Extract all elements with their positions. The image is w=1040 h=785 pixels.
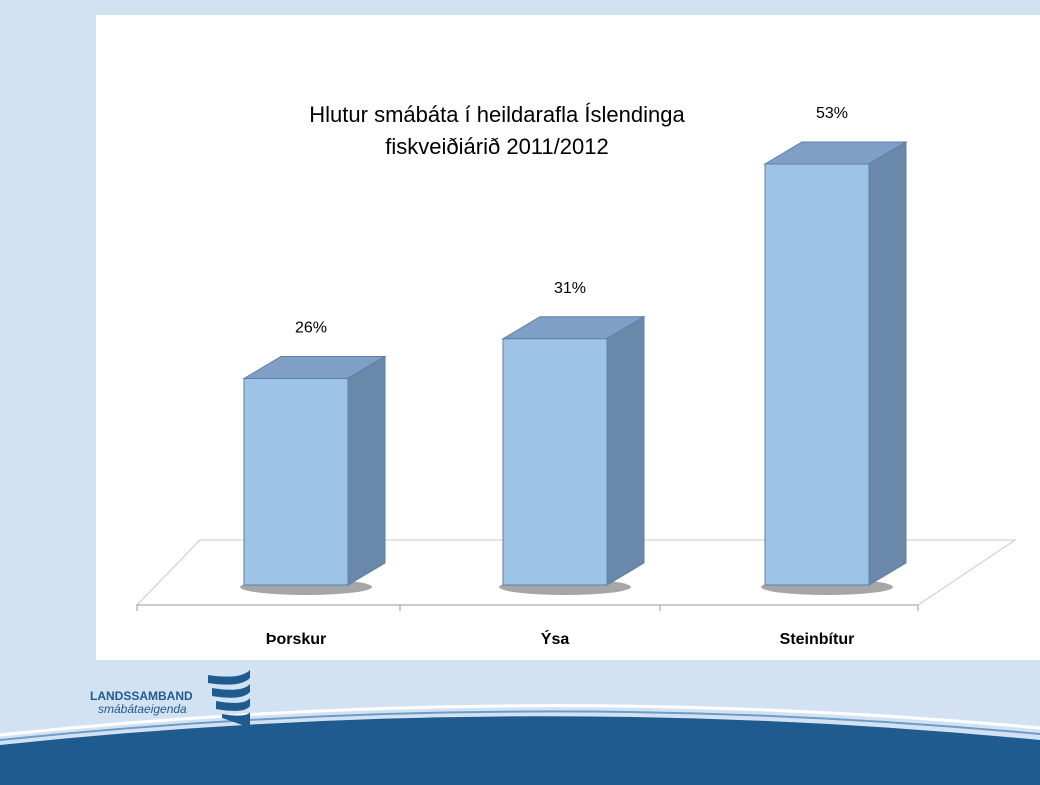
x-tick-label: Ýsa — [541, 629, 570, 648]
wave-line — [0, 710, 1040, 741]
chart-title: Hlutur smábáta í heildarafla Íslendinga — [309, 102, 685, 127]
logo-name: LANDSSAMBAND — [90, 689, 193, 703]
x-tick-label: Þorskur — [266, 631, 326, 648]
data-label: 31% — [554, 280, 586, 297]
bar — [502, 338, 608, 586]
bar-side — [606, 315, 645, 586]
bar — [764, 163, 870, 586]
chart-title: fiskveiðiárið 2011/2012 — [385, 134, 608, 159]
logo-mark — [208, 670, 250, 728]
x-tick-label: Steinbítur — [780, 631, 855, 648]
bar-side — [347, 355, 386, 586]
bar — [243, 377, 349, 586]
wave — [0, 716, 1040, 785]
wave-line — [0, 704, 1040, 737]
data-label: 26% — [295, 320, 327, 337]
data-label: 53% — [816, 105, 848, 122]
logo-subtitle: smábátaeigenda — [98, 702, 187, 716]
bar-side — [868, 141, 907, 586]
